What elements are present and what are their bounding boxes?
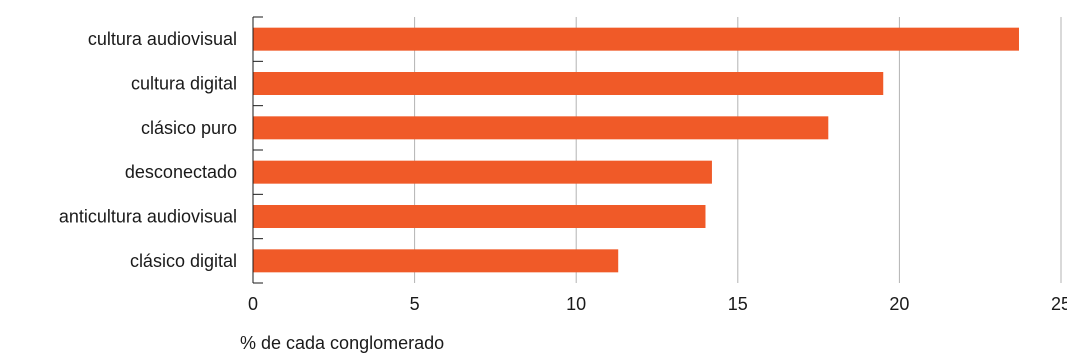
x-tick-label-5: 25 xyxy=(1051,294,1067,314)
x-tick-label-2: 10 xyxy=(566,294,586,314)
bars xyxy=(253,27,1019,273)
x-tick-label-4: 20 xyxy=(889,294,909,314)
category-label-5: clásico digital xyxy=(130,251,237,271)
bar-3 xyxy=(253,160,712,184)
grid-lines xyxy=(414,17,1062,283)
category-label-2: clásico puro xyxy=(141,118,237,138)
bar-2 xyxy=(253,116,829,140)
labels: 0 5 10 15 20 25 cultura audiovisual cultura dig… xyxy=(59,29,1067,314)
bar-0 xyxy=(253,27,1019,51)
category-label-3: desconectado xyxy=(125,162,237,182)
category-label-1: cultura digital xyxy=(131,74,237,94)
x-axis-title: % de cada conglomerado xyxy=(240,333,444,353)
bar-1 xyxy=(253,72,884,95)
bar-4 xyxy=(253,205,706,228)
x-tick-label-3: 15 xyxy=(728,294,748,314)
bar-5 xyxy=(253,249,619,273)
x-tick-label-0: 0 xyxy=(248,294,258,314)
axes xyxy=(252,16,263,284)
category-label-4: anticultura audiovisual xyxy=(59,207,237,227)
x-tick-label-1: 5 xyxy=(410,294,420,314)
category-label-0: cultura audiovisual xyxy=(88,29,237,49)
